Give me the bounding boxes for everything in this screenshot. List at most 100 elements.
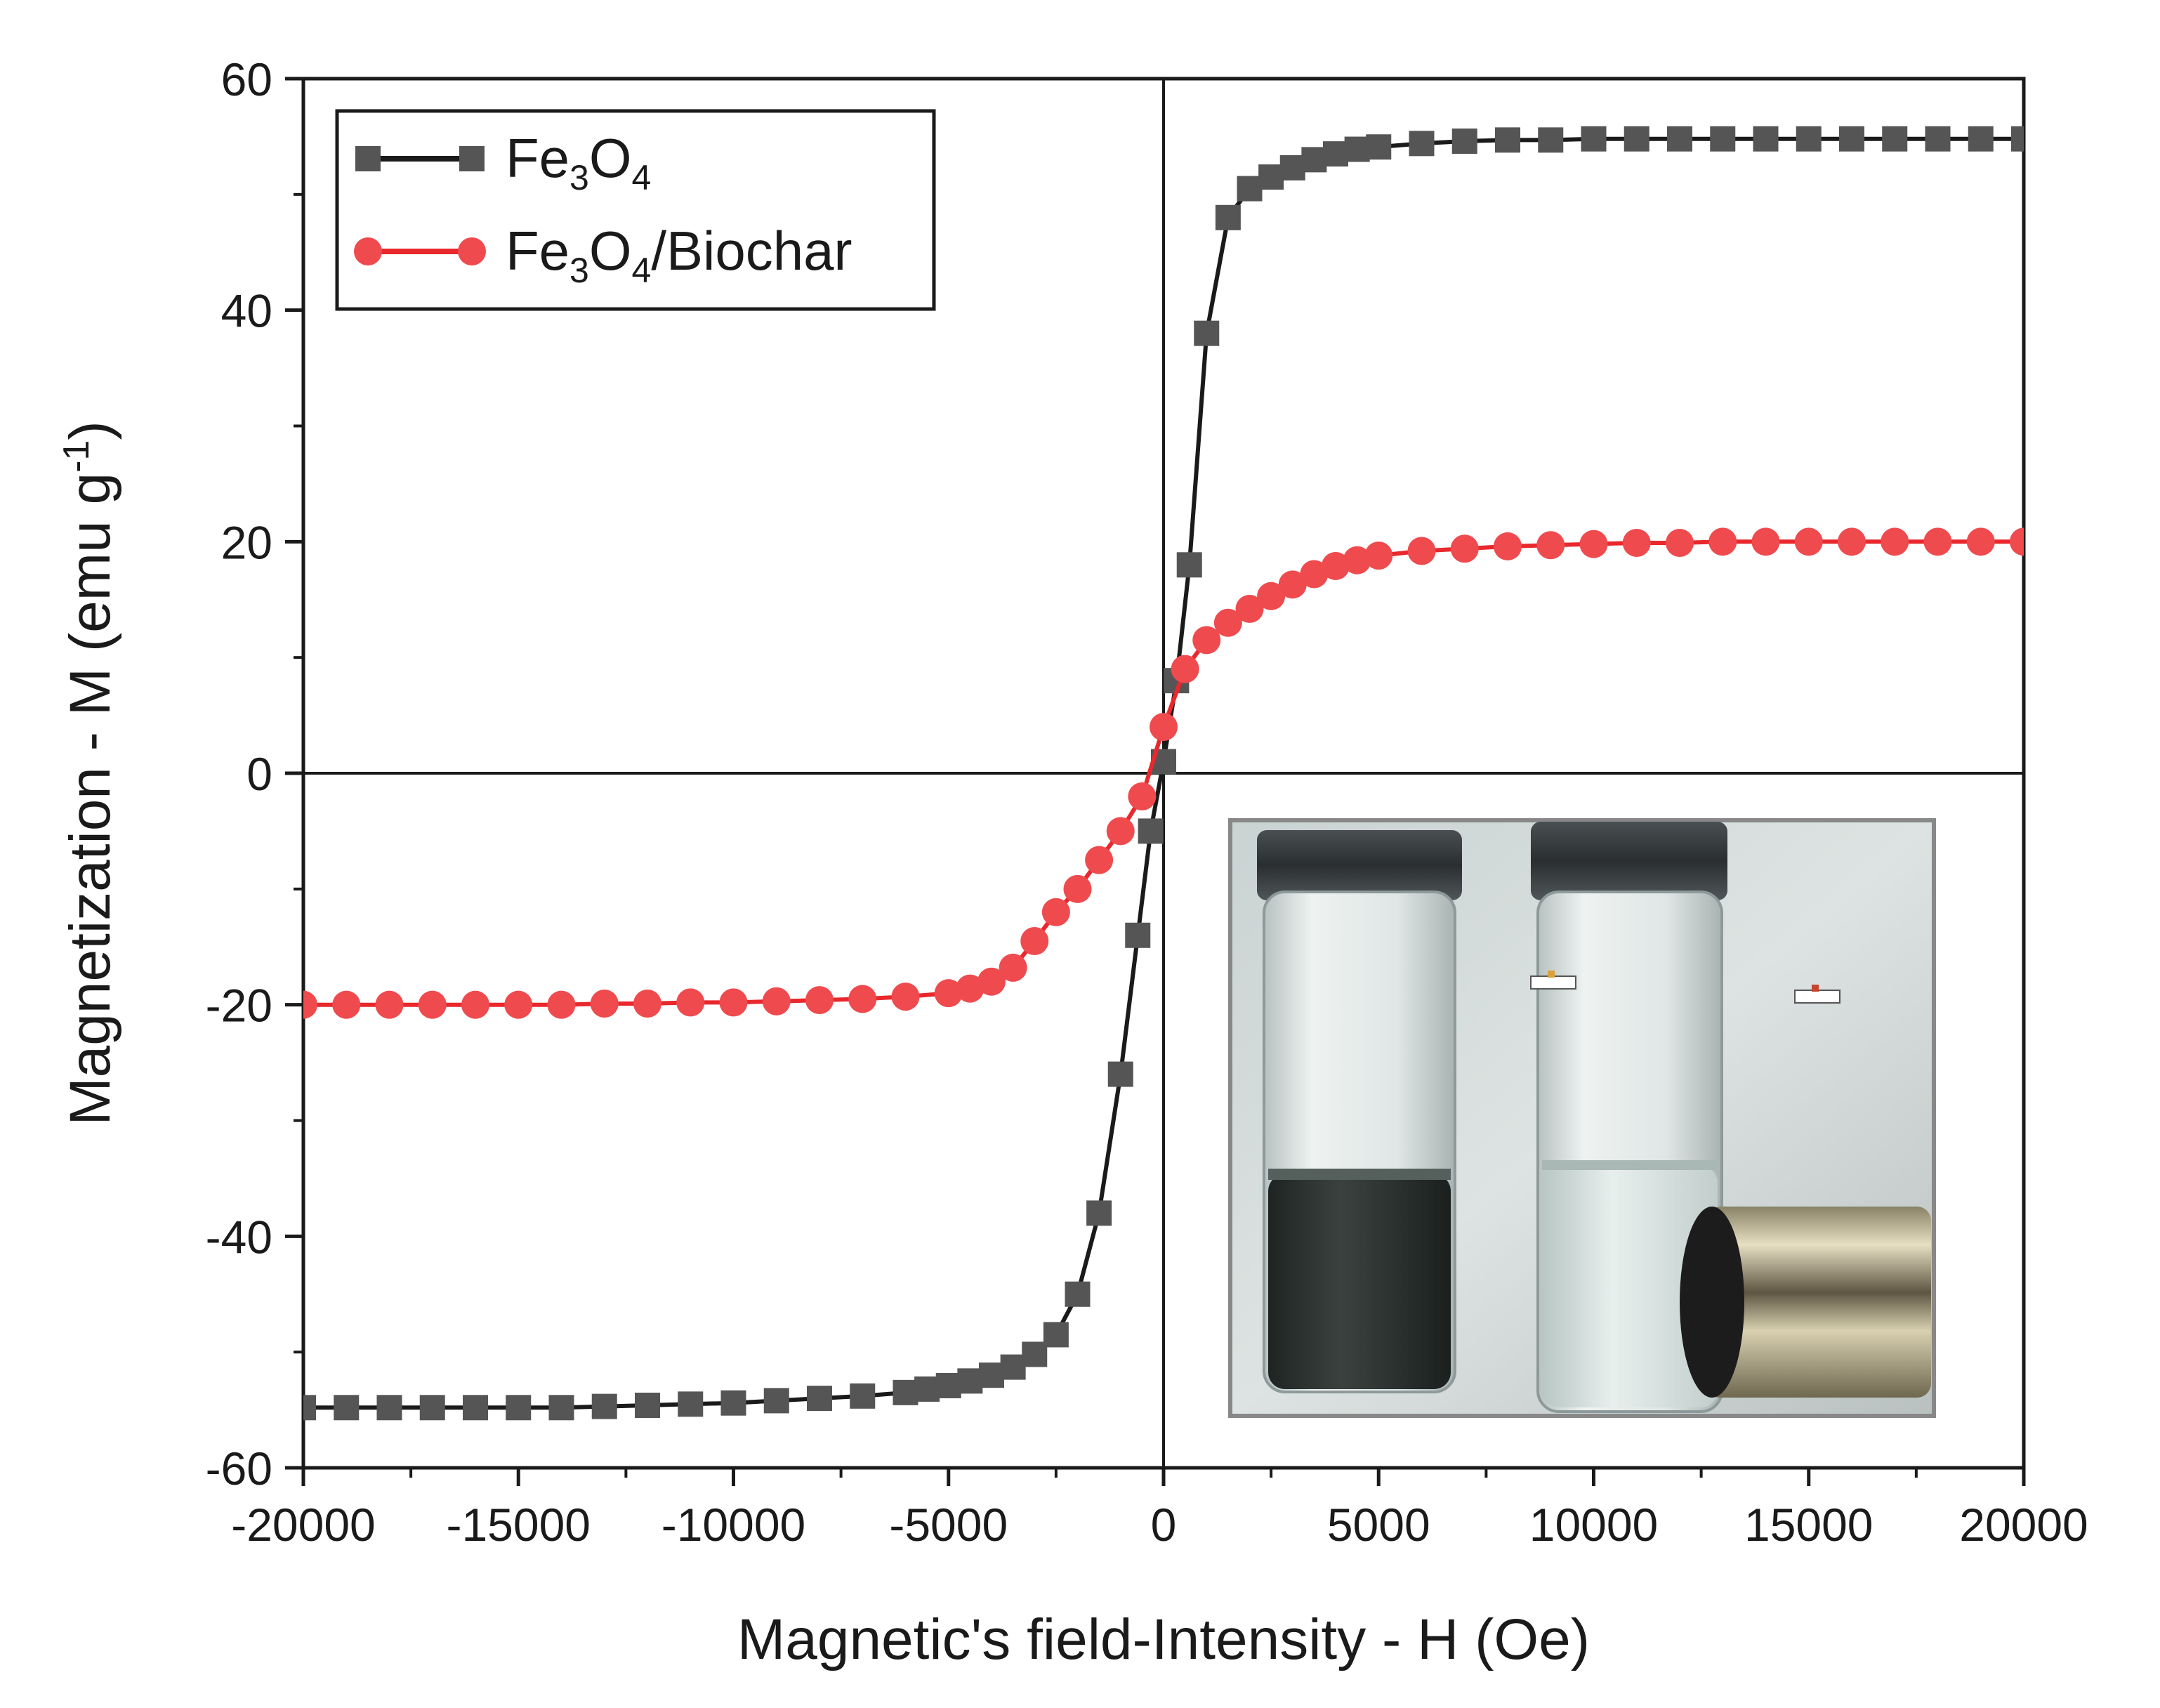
magnet-icon	[1680, 1207, 1931, 1398]
data-point	[504, 990, 533, 1019]
data-point	[1215, 204, 1241, 230]
data-point	[1450, 534, 1479, 563]
x-tick-label: 10000	[1529, 1499, 1659, 1551]
data-point	[548, 1395, 574, 1421]
x-axis-ticks: -20000 -15000 -10000 -5000 0 5000 10000 15000 20…	[231, 1468, 2088, 1551]
data-point	[1925, 126, 1951, 152]
data-point	[893, 1379, 918, 1405]
data-point	[977, 967, 1006, 996]
data-point	[914, 1376, 940, 1402]
right-vial-separated	[1531, 822, 1727, 1413]
data-point	[1022, 1341, 1048, 1367]
data-point	[1041, 898, 1070, 926]
data-point	[1106, 817, 1135, 846]
data-point	[1063, 874, 1092, 903]
data-point	[1494, 532, 1522, 560]
x-tick-label: 20000	[1959, 1499, 2088, 1551]
data-point	[720, 1390, 746, 1416]
data-point	[850, 1383, 876, 1409]
y-tick-label: 60	[221, 53, 272, 105]
data-point	[1323, 141, 1348, 167]
data-point	[303, 1395, 316, 1421]
data-point	[463, 1395, 488, 1421]
data-point	[934, 979, 963, 1008]
data-point	[375, 990, 404, 1019]
data-point	[1968, 126, 1994, 152]
data-point	[1751, 527, 1780, 556]
data-point	[1065, 1281, 1091, 1307]
data-point	[956, 974, 984, 1003]
data-point	[1344, 136, 1370, 162]
data-point	[1176, 552, 1202, 578]
legend-entry-fe3o4-biochar: Fe3O4/Biochar	[354, 220, 852, 290]
data-point	[1343, 546, 1371, 574]
left-vial-dispersed	[1257, 830, 1462, 1393]
data-point	[1138, 818, 1164, 844]
data-point	[1838, 527, 1866, 556]
data-point	[376, 1395, 402, 1421]
data-point	[1710, 126, 1736, 152]
data-point	[1301, 147, 1327, 173]
data-point	[979, 1362, 1004, 1388]
data-point	[763, 1388, 789, 1414]
data-point	[848, 985, 877, 1013]
data-point	[506, 1395, 532, 1421]
data-point	[1366, 134, 1392, 160]
x-tick-label: -5000	[889, 1499, 1008, 1551]
y-tick-label: 20	[221, 516, 272, 568]
data-point	[419, 1395, 445, 1421]
data-point	[1192, 626, 1221, 655]
y-tick-label: -20	[206, 980, 272, 1032]
data-point	[1278, 570, 1307, 599]
data-point	[1043, 1322, 1069, 1348]
data-point	[1451, 129, 1477, 155]
y-tick-label: 0	[246, 748, 272, 800]
data-point	[1258, 164, 1284, 190]
data-point	[1882, 126, 1908, 152]
data-point	[1708, 527, 1737, 556]
data-point	[635, 1392, 660, 1418]
y-axis-title: Magnetization - M (emu g-1)	[56, 421, 122, 1125]
x-tick-label: 15000	[1744, 1499, 1873, 1551]
data-point	[1881, 527, 1909, 556]
data-point	[1128, 782, 1157, 810]
data-point	[2010, 527, 2024, 556]
data-point	[1171, 655, 1199, 683]
data-point	[1796, 126, 1822, 152]
data-point	[1000, 1354, 1026, 1380]
legend: Fe3O4 Fe3O4/Biochar	[335, 109, 936, 311]
y-tick-label: 40	[221, 285, 272, 337]
data-point	[1966, 527, 1995, 556]
data-point	[1235, 594, 1264, 623]
y-axis-ticks: -60 -40 -20 0 20 40 60	[206, 53, 303, 1494]
series-fe3o4	[303, 126, 2024, 1421]
legend-label-fe3o4-biochar: Fe3O4/Biochar	[506, 220, 852, 290]
data-point	[1579, 530, 1608, 558]
data-point	[1085, 846, 1114, 874]
data-point	[418, 990, 447, 1019]
data-point	[1107, 1061, 1133, 1087]
data-point	[590, 990, 619, 1018]
data-point	[1666, 528, 1694, 557]
series-fe3o4-biochar	[303, 527, 2024, 1019]
data-point	[1538, 127, 1564, 153]
series-layer	[303, 126, 2024, 1421]
data-point	[1257, 582, 1286, 610]
data-point	[1194, 320, 1220, 346]
data-point	[807, 1386, 832, 1412]
data-point	[1279, 155, 1305, 180]
data-point	[1125, 922, 1151, 948]
x-tick-label: 5000	[1327, 1499, 1430, 1551]
data-point	[805, 986, 834, 1015]
data-point	[1581, 126, 1607, 152]
data-point	[1020, 927, 1049, 956]
legend-entry-fe3o4: Fe3O4	[355, 127, 651, 197]
y-tick-label: -60	[206, 1443, 272, 1494]
data-point	[1086, 1200, 1112, 1226]
data-point	[1300, 560, 1329, 589]
data-point	[1536, 531, 1565, 560]
data-point	[678, 1391, 704, 1417]
data-point	[935, 1372, 961, 1398]
data-point	[891, 983, 920, 1011]
data-point	[762, 987, 791, 1016]
